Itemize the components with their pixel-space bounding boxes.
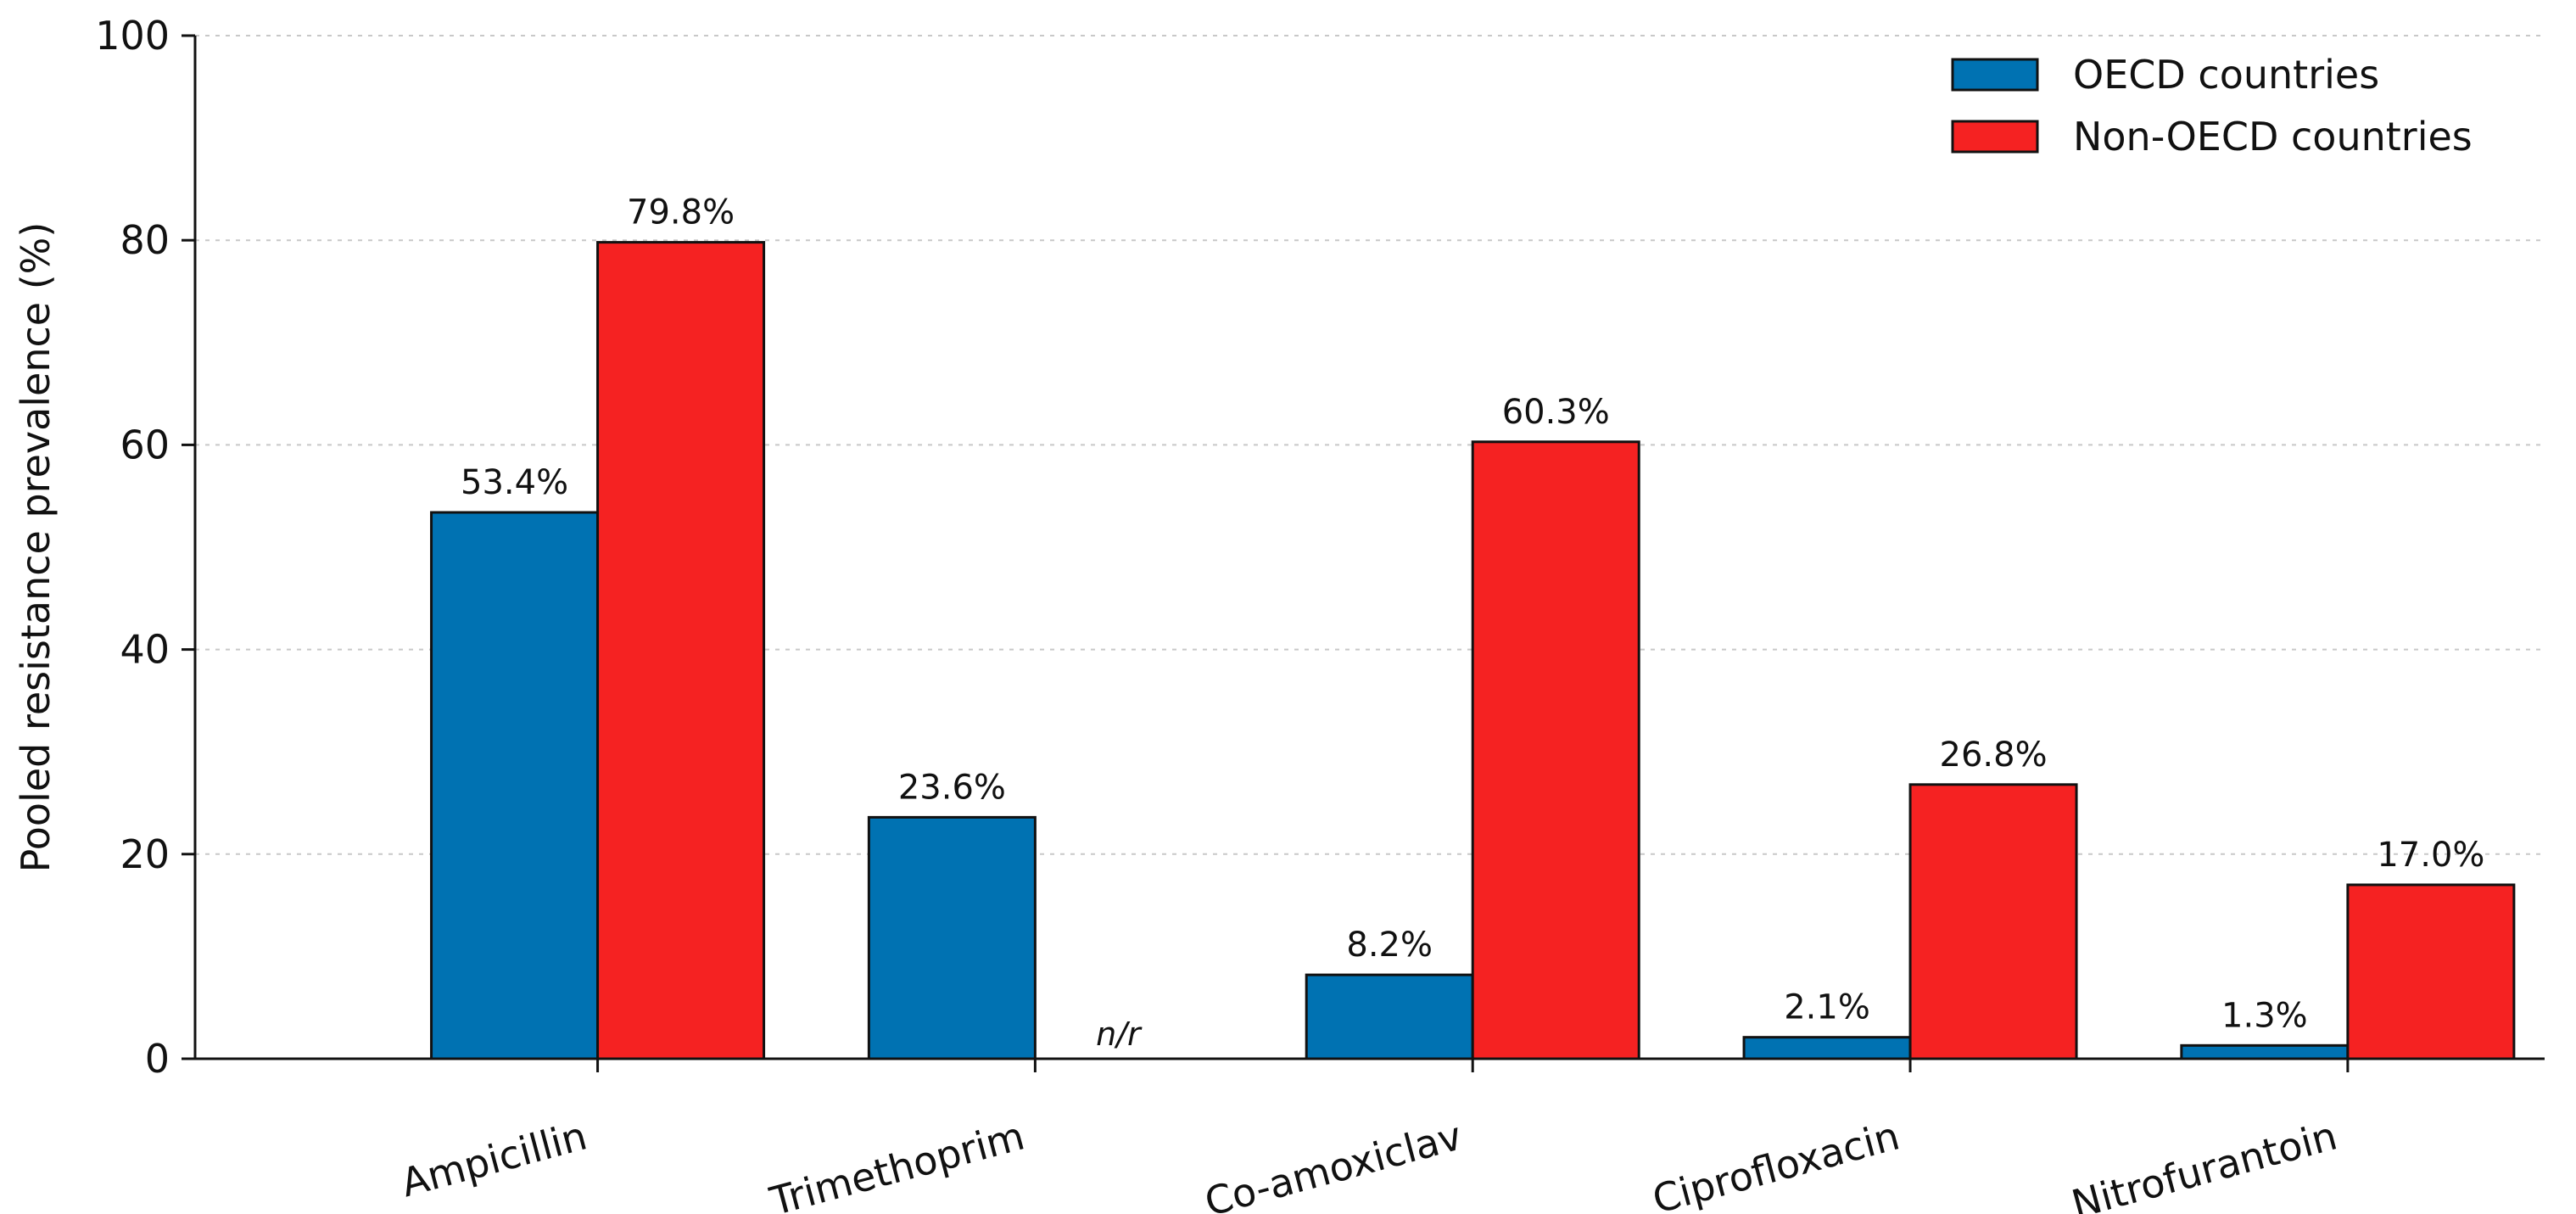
legend-swatch — [1951, 58, 2039, 92]
category-label: Nitrofurantoin — [2067, 1112, 2342, 1214]
legend-label: Non-OECD countries — [2073, 114, 2473, 159]
not-reported-label: n/r — [1096, 1015, 1143, 1053]
bar-non-oecd — [596, 241, 766, 1060]
category-label: Ampicillin — [396, 1112, 591, 1206]
legend-label: OECD countries — [2073, 52, 2379, 98]
y-axis-label: Pooled resistance prevalence (%) — [13, 222, 59, 873]
y-tick-label: 40 — [120, 627, 170, 673]
bar-non-oecd — [2346, 883, 2516, 1060]
data-label: 2.1% — [1784, 988, 1870, 1027]
y-tick-label: 80 — [120, 217, 170, 263]
category-label: Co-amoxiclav — [1200, 1112, 1467, 1214]
data-label: 26.8% — [1940, 736, 2048, 775]
data-label: 1.3% — [2221, 996, 2308, 1035]
bar-oecd — [2180, 1043, 2350, 1060]
bar-oecd — [430, 511, 600, 1060]
data-label: 23.6% — [898, 768, 1006, 807]
y-tick-label: 0 — [145, 1036, 170, 1082]
data-label: 79.8% — [627, 193, 735, 232]
axis-layer — [182, 34, 2545, 1072]
bar-oecd — [867, 815, 1037, 1060]
legend: OECD countries Non-OECD countries — [1951, 52, 2473, 159]
bar-non-oecd — [1908, 783, 2078, 1060]
bar-layer — [430, 241, 2516, 1060]
grid-layer — [195, 35, 2545, 855]
y-tick-label: 100 — [95, 13, 170, 59]
data-label: 60.3% — [1502, 393, 1610, 432]
bar-non-oecd — [1471, 440, 1640, 1060]
y-tick-label: 60 — [120, 422, 170, 467]
legend-swatch — [1951, 120, 2039, 154]
category-label: Ciprofloxacin — [1648, 1112, 1904, 1214]
data-label: 17.0% — [2377, 836, 2484, 875]
bar-oecd — [1305, 973, 1474, 1060]
bar-oecd — [1742, 1036, 1912, 1060]
data-label: 8.2% — [1346, 926, 1433, 965]
data-label: 53.4% — [461, 463, 568, 502]
y-tick-label: 20 — [120, 831, 170, 877]
category-label: Trimethoprim — [765, 1112, 1030, 1214]
